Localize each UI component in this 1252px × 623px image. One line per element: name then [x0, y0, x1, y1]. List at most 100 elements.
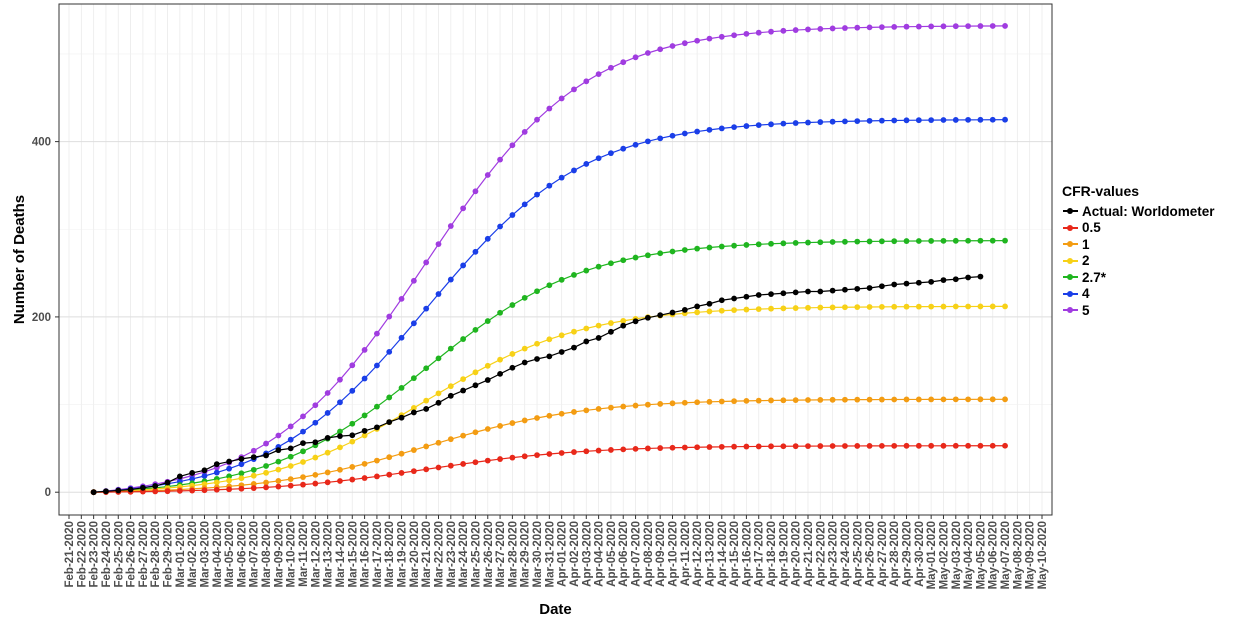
- data-point: [731, 242, 737, 249]
- data-point: [312, 471, 319, 478]
- data-point: [410, 405, 417, 411]
- data-point: [620, 59, 627, 66]
- data-point: [608, 447, 614, 453]
- data-point: [989, 116, 996, 123]
- data-point: [410, 320, 417, 327]
- data-point: [768, 291, 774, 298]
- data-point: [312, 454, 319, 461]
- data-point: [213, 479, 220, 486]
- x-tick-label: Mar-20-2020: [409, 521, 421, 587]
- x-tick-label: Apr-28-2020: [889, 521, 901, 587]
- data-point: [805, 26, 811, 33]
- data-point: [300, 440, 306, 447]
- data-point: [866, 304, 873, 310]
- data-point: [534, 116, 540, 123]
- data-point: [349, 362, 356, 369]
- data-point: [583, 267, 590, 274]
- data-point: [940, 117, 947, 123]
- legend-item: 0.5: [1062, 220, 1215, 237]
- data-point: [558, 349, 565, 355]
- data-point: [226, 458, 233, 465]
- data-point: [226, 477, 233, 484]
- data-point: [657, 401, 664, 407]
- data-point: [928, 238, 935, 244]
- data-point: [509, 212, 516, 218]
- data-point: [337, 466, 343, 473]
- data-point: [521, 201, 528, 208]
- data-point: [952, 442, 959, 449]
- data-point: [423, 365, 430, 372]
- data-point: [780, 240, 787, 247]
- data-point: [928, 278, 935, 285]
- data-point: [891, 281, 898, 288]
- data-point: [681, 40, 688, 47]
- data-point: [546, 353, 553, 360]
- data-point: [952, 276, 959, 283]
- data-point: [300, 428, 306, 435]
- data-point: [632, 318, 639, 325]
- data-point: [534, 452, 540, 458]
- data-point: [928, 23, 935, 30]
- data-point: [595, 335, 602, 341]
- data-point: [768, 28, 774, 35]
- data-point: [755, 306, 762, 312]
- x-tick-label: Apr-09-2020: [655, 521, 667, 587]
- data-point: [300, 459, 306, 465]
- data-point: [571, 272, 577, 278]
- data-point: [878, 117, 885, 124]
- data-point: [546, 412, 553, 419]
- data-point: [361, 347, 368, 353]
- data-point: [792, 305, 799, 311]
- data-point: [410, 409, 417, 416]
- data-point: [583, 407, 590, 414]
- x-tick-label: Apr-08-2020: [643, 521, 655, 587]
- x-tick-label: Apr-19-2020: [778, 521, 790, 587]
- data-point: [977, 23, 984, 29]
- y-axis-title: Number of Deaths: [11, 195, 28, 324]
- data-point: [878, 442, 885, 449]
- data-point: [435, 439, 442, 446]
- x-tick-label: Apr-11-2020: [680, 521, 692, 586]
- data-point: [472, 429, 479, 436]
- data-point: [829, 287, 836, 294]
- data-point: [620, 403, 627, 410]
- x-tick-label: Apr-22-2020: [815, 521, 827, 587]
- legend-key: [1062, 204, 1079, 218]
- data-point: [780, 290, 787, 297]
- data-point: [878, 303, 885, 310]
- data-series: [90, 23, 1008, 496]
- x-tick-label: Apr-15-2020: [729, 521, 741, 587]
- data-point: [755, 292, 762, 298]
- data-point: [509, 364, 516, 371]
- data-point: [509, 142, 516, 149]
- x-tick-label: Mar-16-2020: [360, 521, 372, 587]
- legend-item: 4: [1062, 286, 1215, 303]
- data-point: [1002, 23, 1008, 29]
- series-actual-worldometer: [90, 273, 984, 496]
- data-point: [681, 247, 688, 253]
- x-tick-label: May-08-2020: [1012, 521, 1024, 589]
- data-point: [940, 237, 947, 244]
- data-point: [423, 443, 430, 450]
- data-point: [90, 489, 97, 496]
- data-point: [201, 473, 208, 479]
- data-point: [780, 397, 787, 404]
- data-point: [1002, 442, 1008, 449]
- data-point: [460, 205, 467, 212]
- data-point: [595, 263, 602, 270]
- data-point: [337, 428, 343, 435]
- data-point: [681, 399, 688, 406]
- data-point: [829, 25, 836, 32]
- data-point: [324, 479, 331, 486]
- data-point: [977, 273, 984, 280]
- data-point: [250, 466, 257, 473]
- data-point: [312, 419, 319, 426]
- data-point: [595, 322, 602, 329]
- data-point: [386, 454, 393, 461]
- data-point: [374, 424, 380, 431]
- data-point: [718, 33, 725, 40]
- x-tick-label: Mar-17-2020: [372, 521, 384, 587]
- data-point: [300, 481, 306, 488]
- x-tick-label: Feb-24-2020: [101, 521, 113, 587]
- data-point: [657, 135, 664, 142]
